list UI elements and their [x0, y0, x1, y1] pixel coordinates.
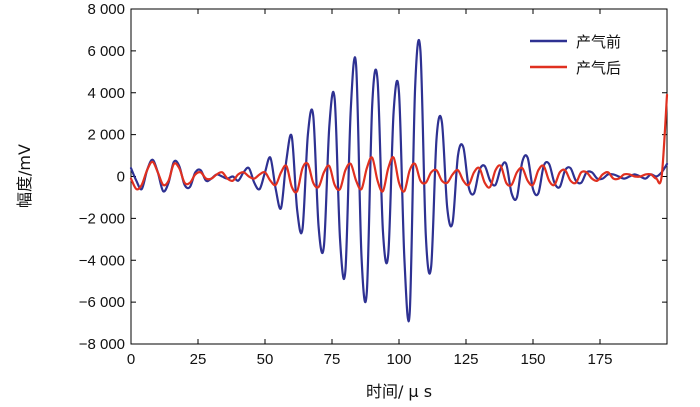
y-tick-label: −2 000 [79, 210, 125, 227]
y-tick-label: 8 000 [87, 1, 125, 18]
y-tick-label: 0 [117, 169, 125, 186]
y-tick-label: −8 000 [79, 336, 125, 353]
y-axis-label: 幅度/mV [15, 144, 34, 208]
x-tick-label: 25 [190, 351, 207, 368]
y-tick-label: 4 000 [87, 85, 125, 102]
x-tick-label: 100 [386, 351, 411, 368]
legend-label-after: 产气后 [576, 59, 621, 77]
y-tick-label: −6 000 [79, 294, 125, 311]
x-axis: 0 25 50 75 100 125 150 175 [127, 9, 613, 368]
x-axis-label: 时间/ μ s [366, 382, 432, 401]
x-tick-label: 0 [127, 351, 135, 368]
y-tick-label: 6 000 [87, 43, 125, 60]
y-tick-label: 2 000 [87, 127, 125, 144]
x-tick-label: 125 [453, 351, 478, 368]
series-line-after [129, 93, 669, 194]
legend: 产气前 产气后 [530, 33, 621, 77]
x-tick-label: 50 [257, 351, 274, 368]
y-tick-label: −4 000 [79, 252, 125, 269]
x-tick-label: 150 [520, 351, 545, 368]
x-tick-label: 75 [324, 351, 341, 368]
x-tick-label: 175 [587, 351, 612, 368]
legend-label-before: 产气前 [576, 33, 621, 51]
series-layer [129, 38, 669, 323]
y-axis: 8 000 6 000 4 000 2 000 0 −2 000 −4 000 −6 000 −… [79, 1, 667, 353]
